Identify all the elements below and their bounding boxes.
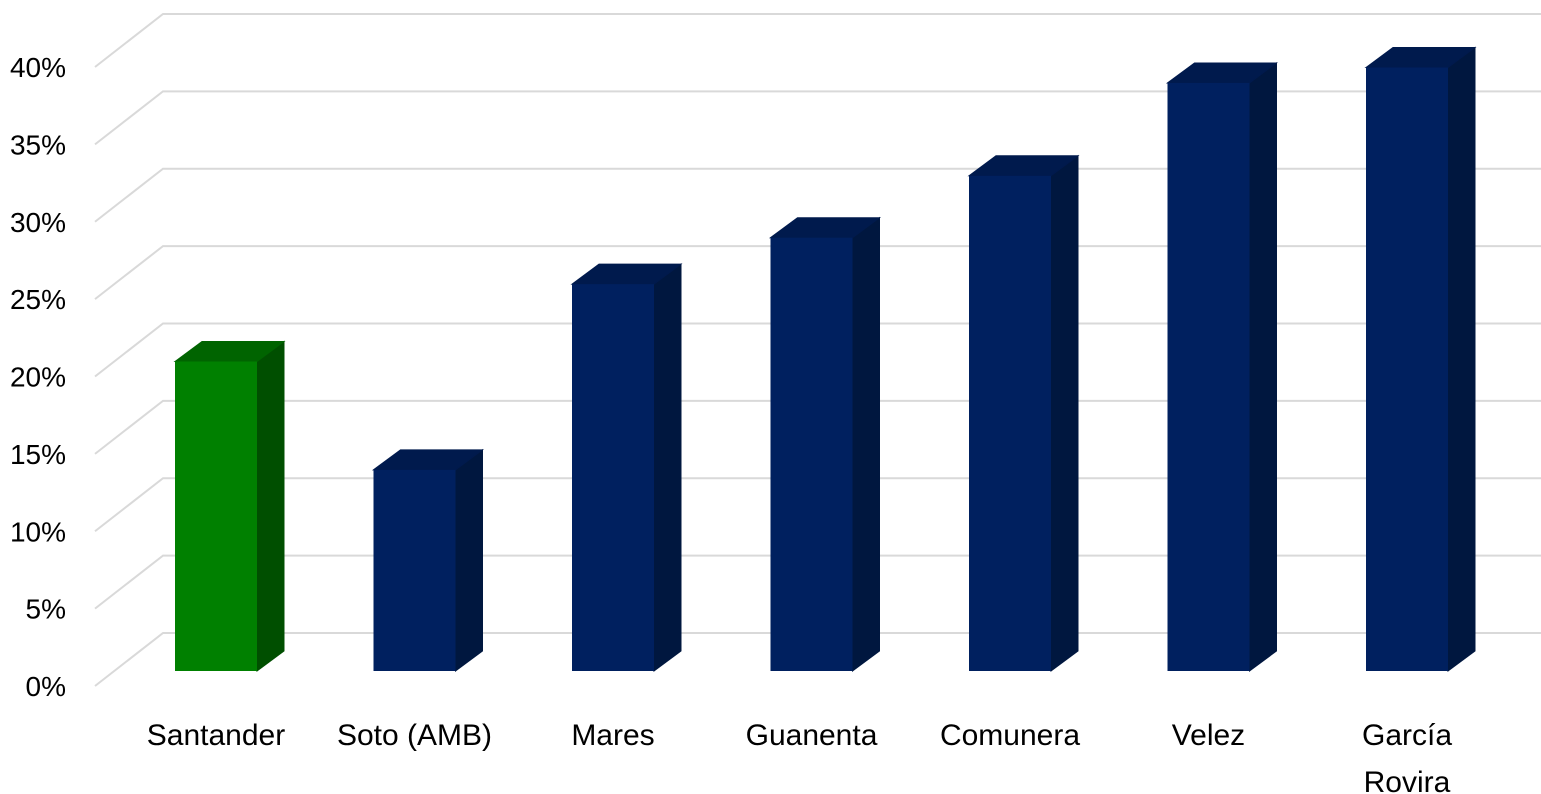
bar-side — [455, 448, 483, 672]
gridline — [94, 632, 1541, 687]
bar-front — [770, 237, 853, 671]
x-category-label: Rovira — [1364, 766, 1451, 794]
x-category-label: Mares — [571, 719, 654, 752]
x-category-label: Comunera — [940, 719, 1080, 752]
y-tick-label: 15% — [10, 439, 66, 470]
y-tick-label: 0% — [26, 671, 66, 702]
gridline — [94, 167, 1541, 223]
bar-side — [852, 216, 880, 672]
bar-side — [256, 340, 285, 672]
y-tick-label: 40% — [10, 52, 66, 83]
bar — [570, 263, 683, 672]
bar-side — [1447, 46, 1476, 672]
y-tick-label: 5% — [26, 594, 66, 625]
gridlines — [94, 13, 1541, 687]
bar-front — [572, 284, 654, 671]
bar-front — [1167, 82, 1250, 671]
bar — [173, 340, 286, 672]
bar — [1364, 46, 1477, 672]
bar-front — [373, 469, 456, 671]
bar-side — [1249, 61, 1277, 672]
gridline — [94, 13, 1541, 68]
y-tick-label: 35% — [10, 129, 66, 160]
gridline — [94, 245, 1541, 300]
bar-front — [175, 361, 257, 671]
bars — [173, 46, 1477, 672]
bar-front — [1366, 67, 1448, 672]
gridline — [94, 399, 1541, 455]
y-tick-label: 10% — [10, 516, 66, 547]
x-category-label: Soto (AMB) — [337, 719, 492, 752]
bar-side — [653, 263, 682, 672]
bar — [371, 448, 485, 672]
gridline — [94, 322, 1541, 378]
gridline — [94, 477, 1541, 533]
bar-side — [1050, 154, 1079, 672]
gridline — [94, 90, 1541, 146]
x-category-label: Guanenta — [746, 719, 878, 752]
gridline — [94, 554, 1541, 610]
bar-front — [969, 175, 1051, 672]
y-axis-tick-labels: 0% 5% 10% 15% 20% 25% 30% 35% 40% — [10, 52, 66, 702]
bar — [967, 154, 1080, 672]
x-category-label: García — [1362, 719, 1452, 752]
bar — [768, 216, 882, 672]
x-category-label: Velez — [1172, 719, 1245, 752]
y-tick-label: 25% — [10, 284, 66, 315]
y-tick-label: 20% — [10, 362, 66, 393]
y-tick-label: 30% — [10, 207, 66, 238]
bar — [1165, 61, 1279, 672]
x-category-label: Santander — [147, 719, 285, 752]
